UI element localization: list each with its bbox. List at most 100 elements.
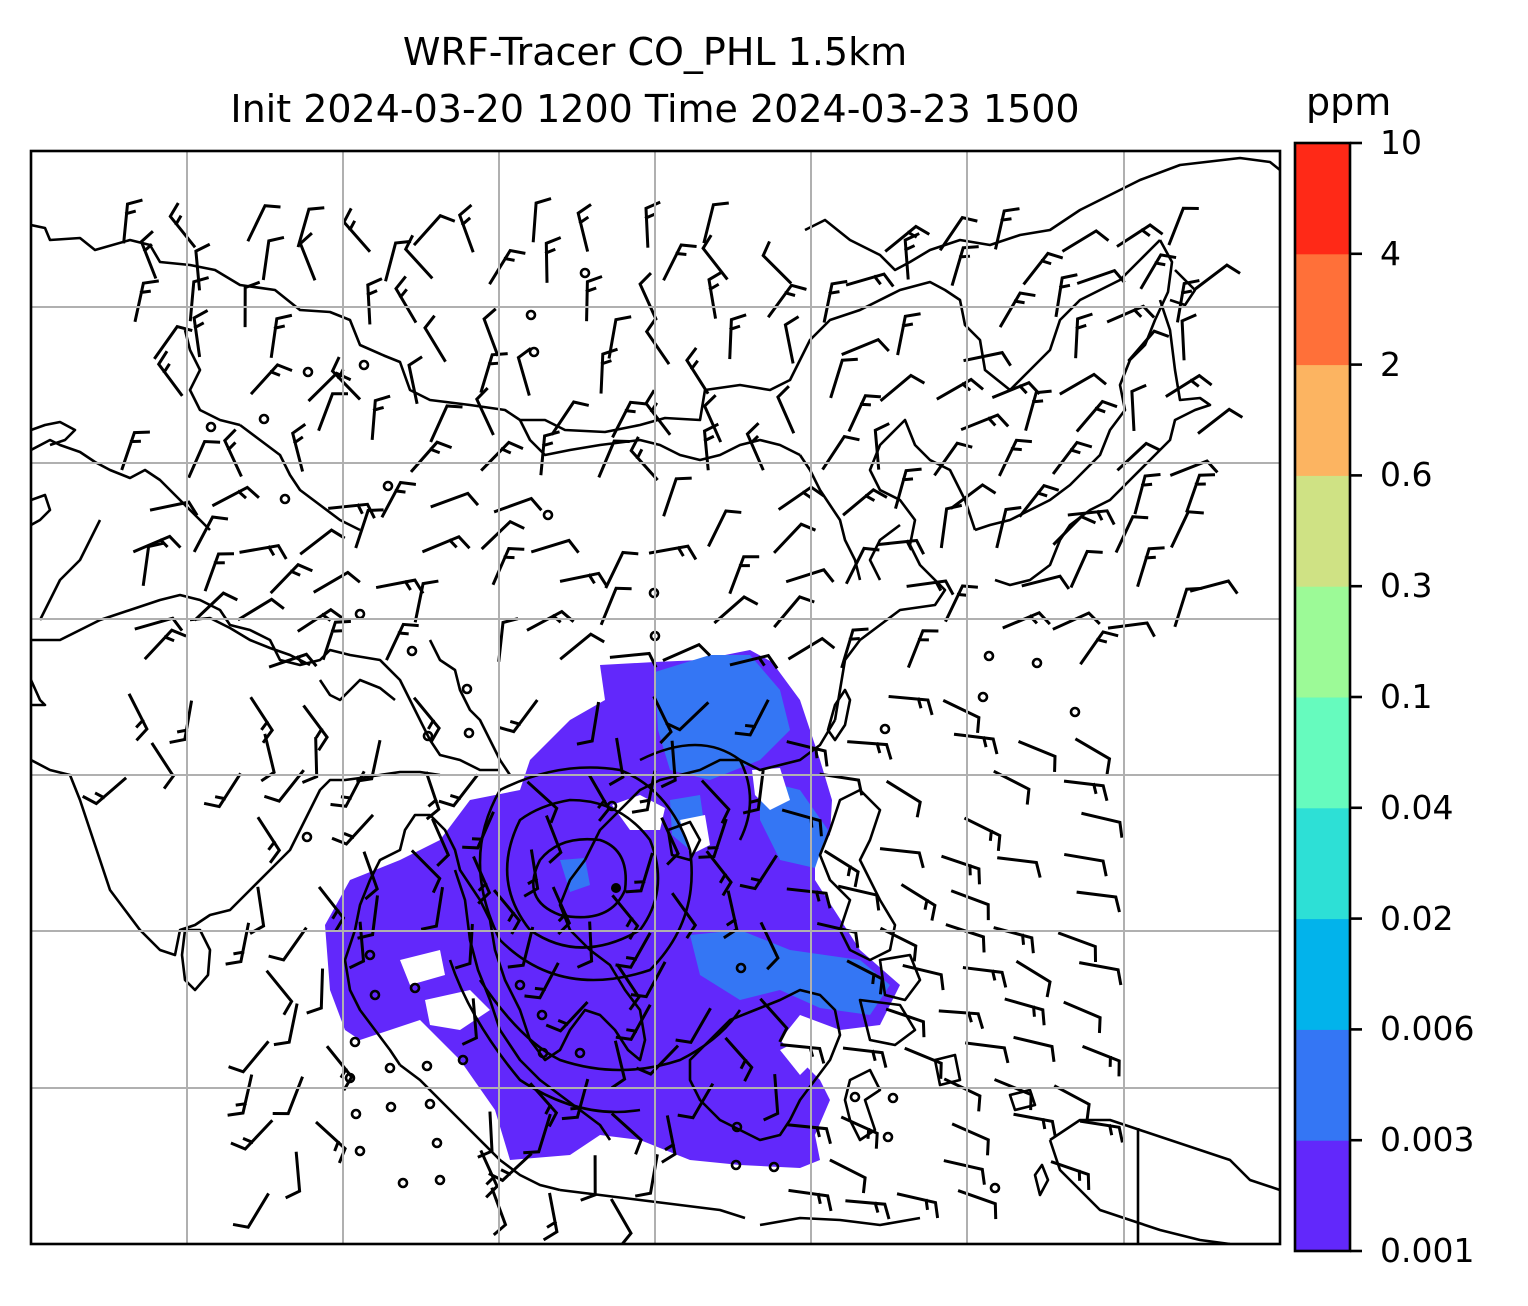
wind-barb — [384, 239, 412, 282]
wind-barb — [662, 642, 712, 662]
wind-barb — [357, 895, 379, 940]
wind-barb — [429, 404, 463, 443]
wind-barb — [312, 570, 361, 594]
wind-barb — [823, 849, 860, 888]
wind-barb — [237, 597, 285, 622]
wind-barb — [685, 347, 710, 395]
wind-barb — [385, 622, 419, 661]
wind-barb — [1013, 1035, 1056, 1062]
wind-barb — [127, 693, 149, 742]
wind-barb — [492, 889, 522, 935]
wind-barb — [139, 230, 158, 280]
wind-barb — [671, 892, 698, 939]
wind-barb — [523, 1113, 552, 1155]
wind-barb — [580, 1155, 597, 1202]
wind-barb — [660, 817, 680, 866]
wind-barb — [829, 1158, 867, 1194]
wind-barb — [788, 1188, 833, 1212]
wind-barb — [702, 394, 723, 443]
wind-barb — [787, 636, 836, 661]
wind-barb — [1052, 514, 1097, 546]
wind-barb — [544, 236, 562, 283]
wind-barb — [269, 313, 293, 358]
wind-barb — [239, 543, 288, 560]
wind-barb — [497, 617, 519, 662]
wind-barb — [1059, 372, 1108, 396]
wind-barb — [873, 422, 890, 470]
wind-barb — [192, 515, 229, 553]
wind-barb — [965, 1041, 1010, 1064]
colorbar-tick-label: 0.3 — [1380, 566, 1433, 606]
wind-barb — [705, 850, 733, 897]
wind-barb — [1079, 630, 1119, 666]
wind-barb — [702, 201, 729, 244]
wind-barb — [845, 1199, 891, 1220]
wind-barb — [759, 997, 789, 1043]
wind-barb — [576, 701, 601, 746]
wind-barb — [261, 236, 285, 281]
wind-barb — [362, 851, 379, 901]
wind-barb — [1194, 263, 1241, 291]
wind-barb — [1189, 579, 1239, 595]
wind-barb — [644, 318, 671, 365]
wind-barb — [877, 538, 926, 555]
wind-barb — [821, 434, 860, 471]
tracer-region-mid — [690, 930, 890, 1015]
wind-barb — [1169, 459, 1219, 477]
wind-barb — [576, 203, 592, 252]
wind-barb — [268, 652, 318, 669]
colorbar-tick-label: 4 — [1380, 233, 1401, 273]
wind-barb — [662, 243, 697, 282]
wind-barb — [840, 627, 869, 669]
wind-barb — [785, 568, 835, 584]
wind-barb — [1081, 811, 1124, 838]
wind-barb — [301, 737, 319, 784]
wind-barb — [844, 546, 880, 585]
calm-markers — [205, 267, 1081, 1194]
wind-barb — [493, 496, 543, 514]
wind-barb — [462, 811, 495, 850]
wind-barb — [786, 740, 829, 767]
wind-barb — [662, 476, 692, 517]
wind-barb — [1075, 399, 1118, 433]
wind-barb — [498, 699, 539, 734]
wind-barb — [728, 555, 760, 595]
wind-barbs — [81, 197, 1244, 1244]
wind-barb — [246, 204, 281, 242]
wind-barb — [879, 926, 918, 962]
wind-barb — [829, 357, 858, 399]
wind-barb — [530, 538, 580, 554]
wind-barb — [904, 1046, 943, 1079]
wind-barb — [194, 242, 211, 291]
wind-barb — [228, 1040, 270, 1074]
wind-barb — [1067, 509, 1116, 526]
wind-barb — [957, 1189, 998, 1220]
wind-barb — [772, 522, 817, 554]
wind-barb — [773, 595, 815, 629]
wind-barb — [559, 632, 605, 661]
wind-barb — [331, 813, 375, 846]
wind-barb — [1079, 1119, 1124, 1143]
colorbar-segment — [1295, 143, 1350, 255]
wind-barb — [661, 1115, 677, 1164]
wind-barb — [1018, 483, 1060, 518]
colorbar-tick-label: 0.04 — [1380, 787, 1454, 827]
chart-title: WRF-Tracer CO_PHL 1.5km — [402, 30, 908, 74]
wind-barb — [611, 400, 647, 439]
wind-barb — [256, 816, 282, 864]
wind-barb — [724, 1036, 754, 1082]
wind-barb — [885, 1007, 926, 1038]
colorbar-tick-label: 0.1 — [1380, 677, 1433, 716]
wind-barb — [739, 854, 778, 891]
wind-barb — [610, 1040, 627, 1090]
colorbar-segment — [1295, 253, 1350, 366]
wind-barb — [559, 571, 609, 588]
wind-barb — [409, 440, 453, 473]
wind-barb — [1136, 546, 1165, 588]
wind-barb — [232, 1192, 270, 1229]
wind-barb — [991, 380, 1041, 399]
wind-barb — [729, 653, 779, 670]
colorbar-tick-label: 10 — [1380, 123, 1422, 162]
wind-barb — [156, 350, 184, 397]
wind-barb — [944, 584, 979, 623]
